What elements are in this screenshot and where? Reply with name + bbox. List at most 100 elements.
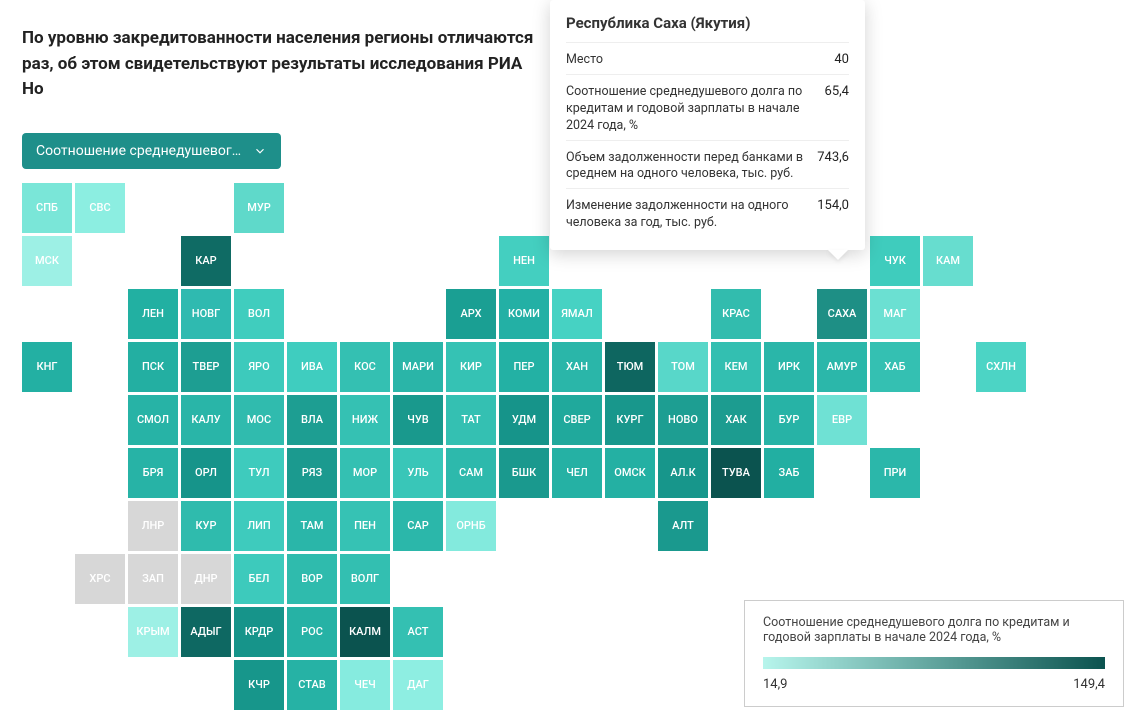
region-cell[interactable]: МСК <box>22 236 72 286</box>
region-cell[interactable]: БРЯ <box>128 448 178 498</box>
region-cell[interactable]: МУР <box>234 183 284 233</box>
tooltip-label: Соотношение среднедушевого долга по кред… <box>566 84 811 135</box>
tooltip-row: Изменение задолженности на одного челове… <box>566 188 849 234</box>
region-cell[interactable]: УЛЬ <box>393 448 443 498</box>
region-cell[interactable]: КУР <box>181 501 231 551</box>
region-cell[interactable]: ХРС <box>75 554 125 604</box>
region-cell[interactable]: МОР <box>340 448 390 498</box>
region-cell[interactable]: КАР <box>181 236 231 286</box>
region-cell[interactable]: КОС <box>340 342 390 392</box>
region-cell[interactable]: ЗАП <box>128 554 178 604</box>
region-cell[interactable]: САР <box>393 501 443 551</box>
region-cell[interactable]: КИР <box>446 342 496 392</box>
region-cell[interactable]: ПЕН <box>340 501 390 551</box>
region-cell[interactable]: КНГ <box>22 342 72 392</box>
region-cell[interactable]: ТУЛ <box>234 448 284 498</box>
region-cell[interactable]: СМОЛ <box>128 395 178 445</box>
region-cell[interactable]: НИЖ <box>340 395 390 445</box>
region-cell[interactable]: БШК <box>499 448 549 498</box>
region-cell[interactable]: ЗАБ <box>764 448 814 498</box>
region-cell[interactable]: ВОЛ <box>234 289 284 339</box>
region-cell[interactable]: ПРИ <box>870 448 920 498</box>
region-cell[interactable]: АСТ <box>393 607 443 657</box>
region-cell[interactable]: ЧУВ <box>393 395 443 445</box>
tooltip-label: Место <box>566 52 820 69</box>
region-cell[interactable]: МОС <box>234 395 284 445</box>
region-cell[interactable]: СПБ <box>22 183 72 233</box>
region-cell[interactable]: МАРИ <box>393 342 443 392</box>
region-cell[interactable]: АДЫГ <box>181 607 231 657</box>
region-cell[interactable]: ДНР <box>181 554 231 604</box>
region-cell[interactable]: КАМ <box>923 236 973 286</box>
region-cell[interactable]: УДМ <box>499 395 549 445</box>
region-cell[interactable]: КЕМ <box>711 342 761 392</box>
region-cell[interactable]: ТУВА <box>711 448 761 498</box>
region-cell[interactable]: ЧЕЛ <box>552 448 602 498</box>
region-cell[interactable]: НОВО <box>658 395 708 445</box>
region-cell[interactable]: КЧР <box>234 660 284 710</box>
region-cell[interactable]: ОМСК <box>605 448 655 498</box>
region-cell[interactable]: ТАТ <box>446 395 496 445</box>
region-cell[interactable]: КРДР <box>234 607 284 657</box>
region-cell[interactable]: ВЛА <box>287 395 337 445</box>
region-cell[interactable]: СВС <box>75 183 125 233</box>
metric-selector[interactable]: Соотношение среднедушевог… <box>22 133 281 169</box>
region-cell[interactable]: ЧЕЧ <box>340 660 390 710</box>
region-cell[interactable]: САХА <box>817 289 867 339</box>
tooltip-label: Изменение задолженности на одного челове… <box>566 198 803 232</box>
region-cell[interactable]: ПЕР <box>499 342 549 392</box>
region-cell[interactable]: ТОМ <box>658 342 708 392</box>
region-cell[interactable]: КОМИ <box>499 289 549 339</box>
region-cell[interactable]: ТВЕР <box>181 342 231 392</box>
region-cell[interactable]: ИВА <box>287 342 337 392</box>
region-cell[interactable]: ЛЕН <box>128 289 178 339</box>
region-cell[interactable]: ПСК <box>128 342 178 392</box>
region-cell[interactable]: КАЛУ <box>181 395 231 445</box>
region-cell[interactable]: ТЮМ <box>605 342 655 392</box>
region-cell[interactable]: КРАС <box>711 289 761 339</box>
region-cell[interactable]: ЯРО <box>234 342 284 392</box>
tooltip-title: Республика Саха (Якутия) <box>566 14 849 32</box>
region-cell[interactable]: АЛТ <box>658 501 708 551</box>
legend-title: Соотношение среднедушевого долга по кред… <box>763 615 1105 645</box>
tooltip-value: 743,6 <box>817 150 849 184</box>
tooltip-value: 154,0 <box>817 198 849 232</box>
region-cell[interactable]: КАЛМ <box>340 607 390 657</box>
region-cell[interactable]: ЯМАЛ <box>552 289 602 339</box>
region-cell[interactable]: АЛ.К <box>658 448 708 498</box>
region-cell[interactable]: ХАК <box>711 395 761 445</box>
region-cell[interactable]: СХЛН <box>976 342 1026 392</box>
tooltip-row: Место 40 <box>566 42 849 71</box>
region-cell[interactable]: ЛИП <box>234 501 284 551</box>
region-cell[interactable]: ЧУК <box>870 236 920 286</box>
region-cell[interactable]: НЕН <box>499 236 549 286</box>
region-cell[interactable]: КУРГ <box>605 395 655 445</box>
region-cell[interactable]: РОС <box>287 607 337 657</box>
region-cell[interactable]: ЛНР <box>128 501 178 551</box>
region-cell[interactable]: ВОР <box>287 554 337 604</box>
region-cell[interactable]: АМУР <box>817 342 867 392</box>
region-cell[interactable]: ДАГ <box>393 660 443 710</box>
region-cell[interactable]: ОРЛ <box>181 448 231 498</box>
region-cell[interactable]: ИРК <box>764 342 814 392</box>
region-cell[interactable]: МАГ <box>870 289 920 339</box>
region-cell[interactable]: АРХ <box>446 289 496 339</box>
region-cell[interactable]: ОРНБ <box>446 501 496 551</box>
region-cell[interactable]: ХАБ <box>870 342 920 392</box>
tooltip-value: 65,4 <box>825 84 849 135</box>
region-cell[interactable]: БУР <box>764 395 814 445</box>
region-cell[interactable]: БЕЛ <box>234 554 284 604</box>
region-cell[interactable]: КРЫМ <box>128 607 178 657</box>
region-cell[interactable]: ЕВР <box>817 395 867 445</box>
region-cell[interactable]: СВЕР <box>552 395 602 445</box>
region-tooltip: Республика Саха (Якутия) Место 40 Соотно… <box>550 0 865 250</box>
legend-max: 149,4 <box>1073 677 1105 692</box>
region-cell[interactable]: ВОЛГ <box>340 554 390 604</box>
legend-gradient <box>763 657 1105 669</box>
region-cell[interactable]: РЯЗ <box>287 448 337 498</box>
region-cell[interactable]: ХАН <box>552 342 602 392</box>
region-cell[interactable]: НОВГ <box>181 289 231 339</box>
region-cell[interactable]: САМ <box>446 448 496 498</box>
region-cell[interactable]: ТАМ <box>287 501 337 551</box>
region-cell[interactable]: СТАВ <box>287 660 337 710</box>
